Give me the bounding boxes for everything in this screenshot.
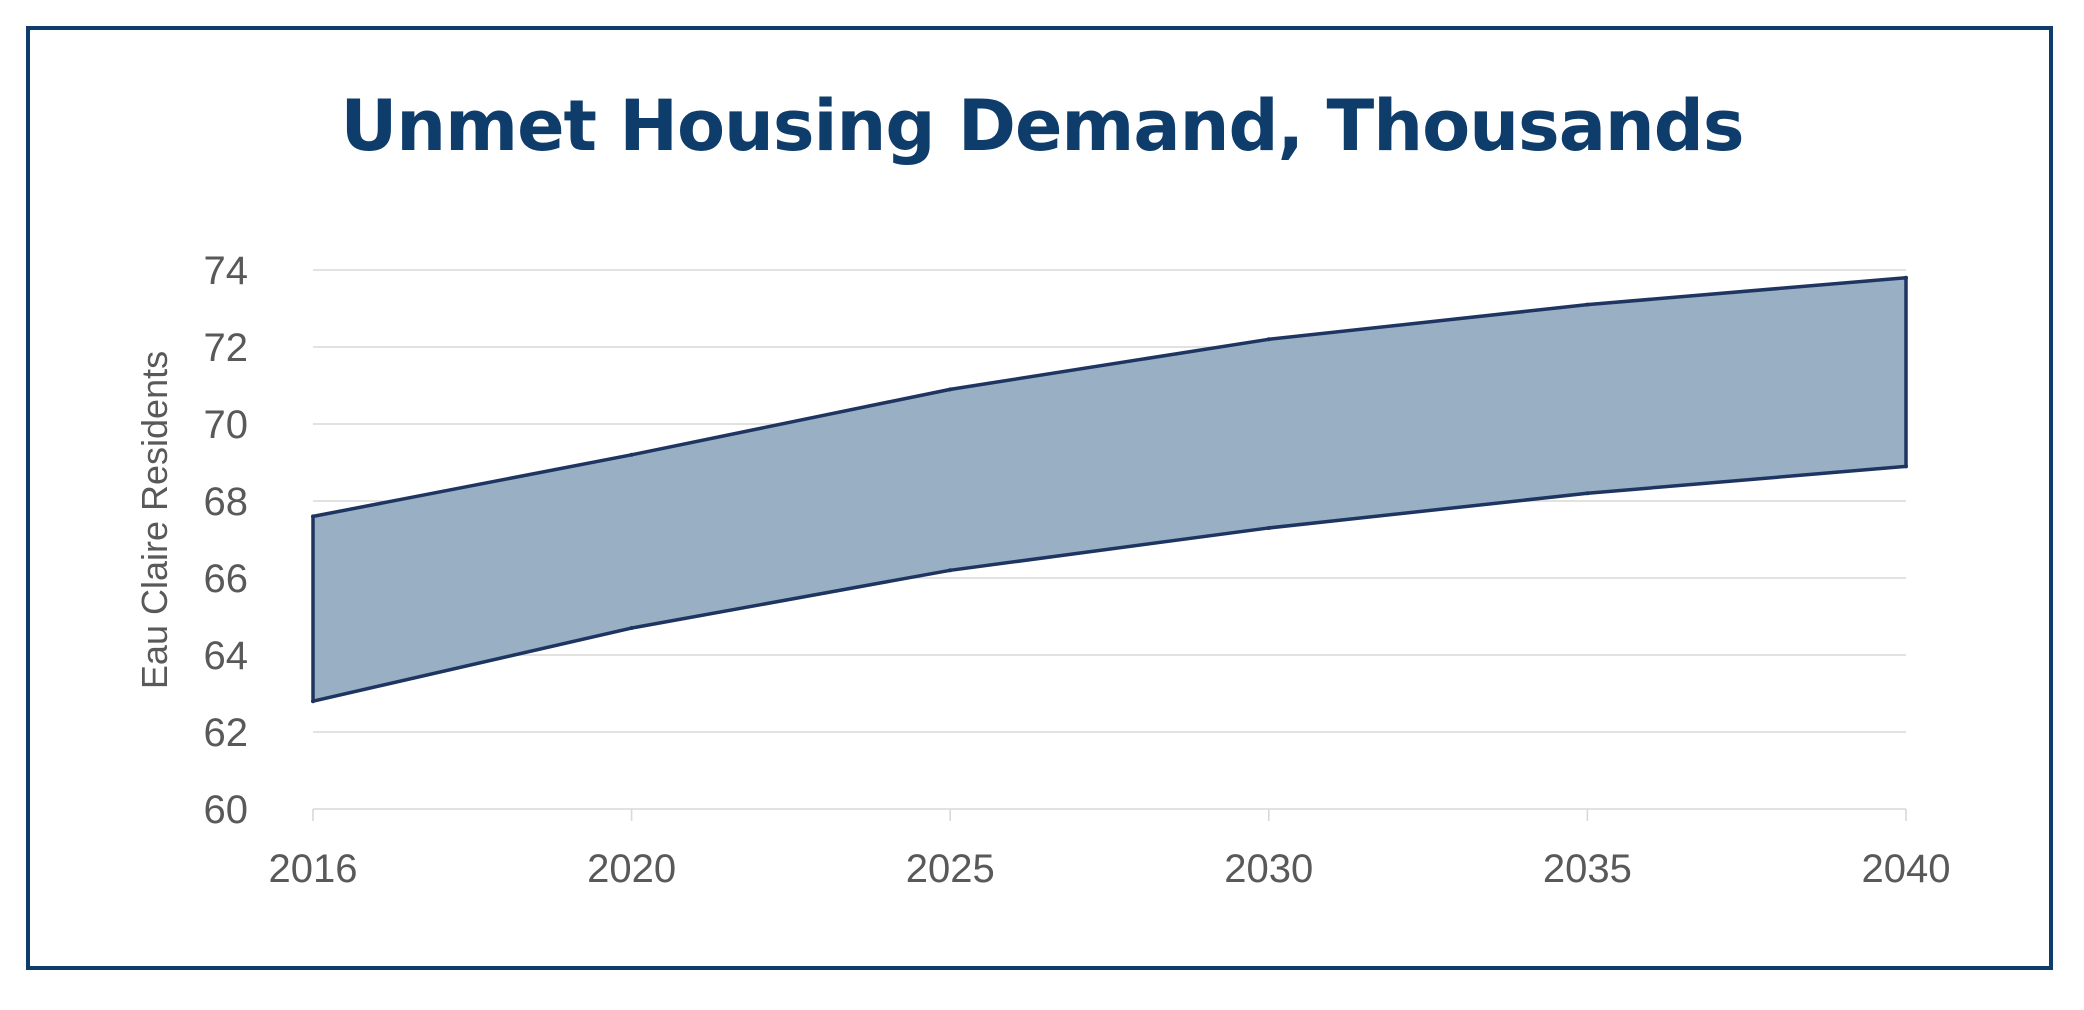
- lower-series-point: [1266, 525, 1271, 530]
- area-layer: [311, 275, 1908, 704]
- upper-series-point: [1266, 337, 1271, 342]
- upper-series-point: [629, 452, 634, 457]
- upper-series-point: [311, 514, 315, 519]
- lower-series-point: [311, 699, 315, 704]
- lower-series-point: [629, 626, 634, 631]
- x-tick-label: 2020: [587, 847, 676, 891]
- y-axis-title: Eau Claire Residents: [134, 351, 175, 689]
- y-tick-label: 66: [204, 557, 249, 601]
- lower-series-point: [1585, 491, 1590, 496]
- range-band-area: [311, 275, 1908, 703]
- chart-title: Unmet Housing Demand, Thousands: [340, 85, 1744, 167]
- x-tick-label: 2030: [1224, 847, 1313, 891]
- y-tick-label: 70: [204, 403, 249, 447]
- lower-series-point: [948, 568, 953, 573]
- x-tick-label: 2040: [1862, 847, 1951, 891]
- y-tick-label: 60: [204, 788, 249, 832]
- x-tick-label: 2025: [906, 847, 995, 891]
- x-tick-label: 2016: [269, 847, 358, 891]
- x-tick-label: 2035: [1543, 847, 1632, 891]
- upper-series-point: [948, 387, 953, 392]
- upper-series-point: [1904, 275, 1908, 280]
- x-axis: 2016 2020 2025 2030 2035 2040: [269, 809, 1951, 891]
- y-tick-label: 74: [204, 249, 249, 293]
- y-tick-label: 62: [204, 711, 249, 755]
- upper-series-point: [1585, 302, 1590, 307]
- y-axis: 60 62 64 66 68 70 72 74: [204, 249, 249, 832]
- y-tick-label: 64: [204, 634, 249, 678]
- y-tick-label: 68: [204, 480, 249, 524]
- y-tick-label: 72: [204, 326, 249, 370]
- lower-series-point: [1904, 464, 1908, 469]
